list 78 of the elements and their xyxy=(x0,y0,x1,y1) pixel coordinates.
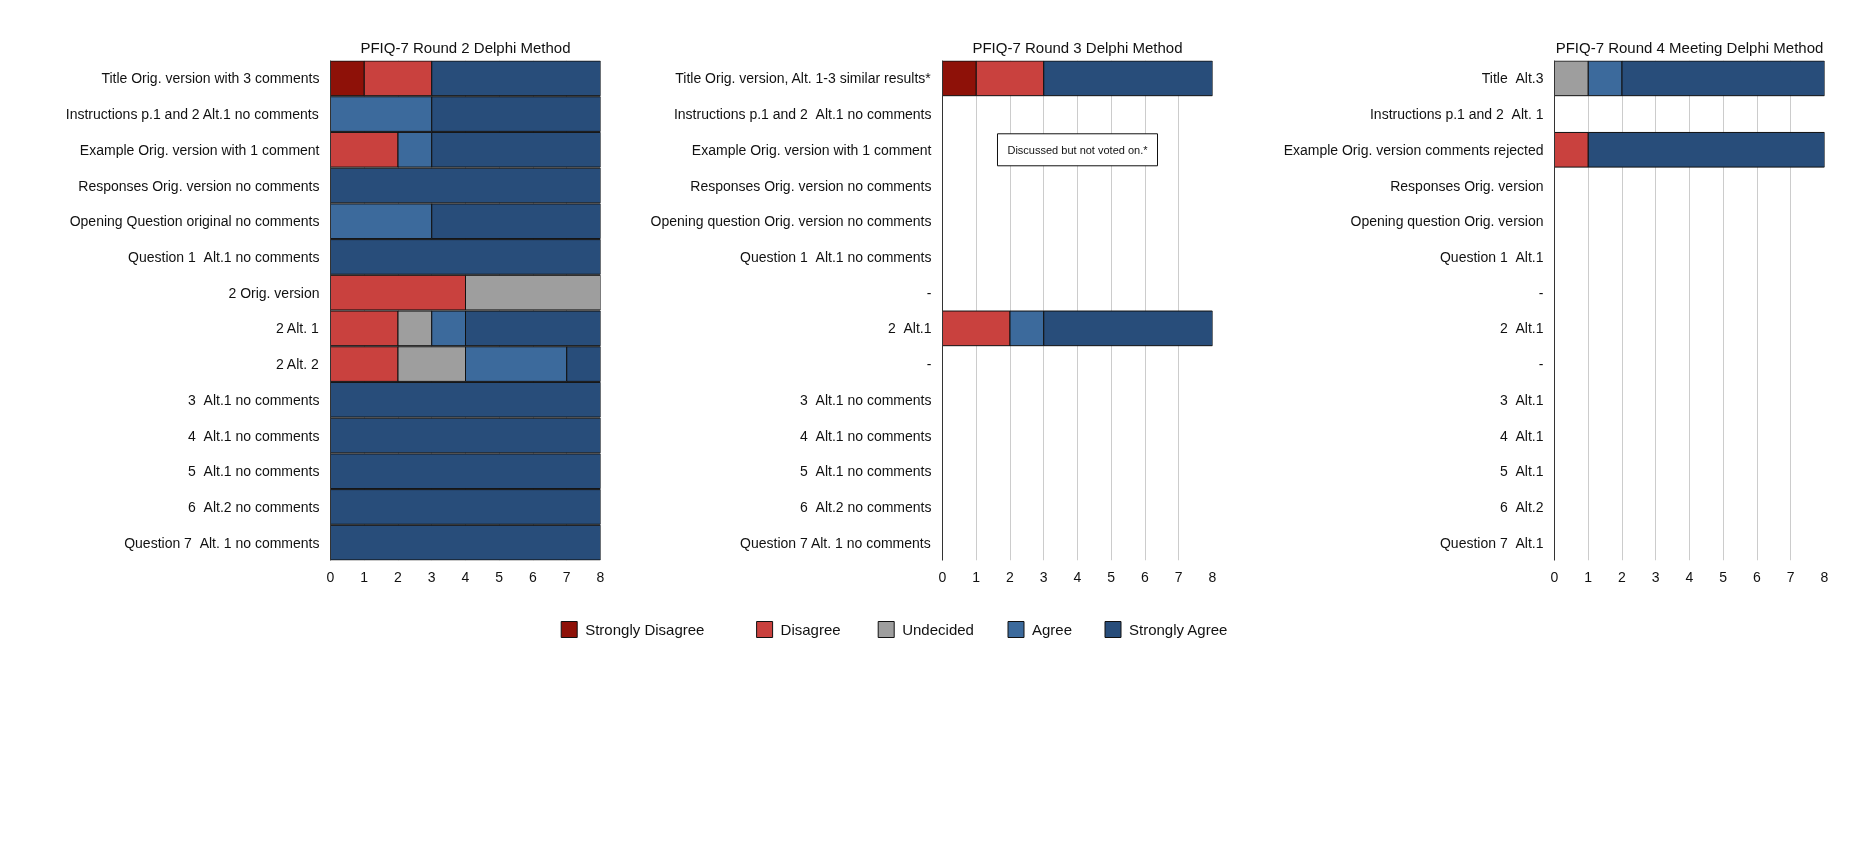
x-tick-label: 5 xyxy=(1107,568,1116,585)
y-tick-label: Opening question Orig. version xyxy=(1350,213,1544,230)
x-tick-label: 0 xyxy=(938,568,947,585)
legend-label: Strongly Agree xyxy=(1129,621,1228,638)
chart-title: PFIQ-7 Round 3 Delphi Method xyxy=(972,38,1183,56)
x-tick-label: 5 xyxy=(495,568,504,585)
x-tick-label: 2 xyxy=(1006,568,1015,585)
x-tick-label: 6 xyxy=(529,568,538,585)
legend-label: Disagree xyxy=(780,621,841,638)
y-tick-label: 2 Orig. version xyxy=(228,284,320,301)
x-tick-label: 6 xyxy=(1753,568,1762,585)
y-tick-label: 4 Alt.1 no comments xyxy=(800,427,932,444)
y-tick-label: 2 Alt.1 xyxy=(887,320,932,337)
y-tick-label: Responses Orig. version no comments xyxy=(690,177,932,194)
x-tick-label: 3 xyxy=(427,568,436,585)
x-tick-label: 6 xyxy=(1141,568,1150,585)
y-tick-label: Instructions p.1 and 2 Alt. 1 xyxy=(1369,106,1544,123)
x-tick-label: 0 xyxy=(1550,568,1559,585)
y-tick-label: 2 Alt.1 xyxy=(1499,320,1544,337)
legend-label: Agree xyxy=(1032,621,1073,638)
x-tick-label: 1 xyxy=(360,568,369,585)
x-tick-label: 7 xyxy=(1174,568,1183,585)
x-tick-label: 2 xyxy=(394,568,403,585)
y-tick-label: Responses Orig. version no comments xyxy=(78,177,320,194)
y-tick-label: 4 Alt.1 no comments xyxy=(188,427,320,444)
y-tick-label: Question 1 Alt.1 no comments xyxy=(128,248,320,265)
x-tick-label: 3 xyxy=(1039,568,1048,585)
x-tick-label: 3 xyxy=(1651,568,1660,585)
x-tick-label: 7 xyxy=(562,568,571,585)
y-tick-label: 4 Alt.1 xyxy=(1499,427,1544,444)
y-tick-label: 5 Alt.1 xyxy=(1499,463,1544,480)
y-tick-label: 2 Alt. 2 xyxy=(275,356,319,373)
y-tick-label: Example Orig. version with 1 comment xyxy=(79,141,320,158)
y-tick-label: - xyxy=(1538,284,1544,301)
y-tick-label: - xyxy=(926,356,932,373)
y-tick-label: Question 7 Alt. 1 no comments xyxy=(124,534,320,551)
y-tick-label: 3 Alt.1 xyxy=(1499,391,1544,408)
x-tick-label: 0 xyxy=(326,568,335,585)
annotation: Discussed but not voted on.* xyxy=(1007,143,1149,156)
y-tick-label: Example Orig. version with 1 comment xyxy=(691,141,932,158)
chart-title: PFIQ-7 Round 2 Delphi Method xyxy=(360,38,571,56)
y-tick-label: Question 1 Alt.1 no comments xyxy=(740,248,932,265)
x-tick-label: 7 xyxy=(1786,568,1795,585)
x-tick-label: 1 xyxy=(972,568,981,585)
y-tick-label: Question 7 Alt.1 xyxy=(1440,534,1544,551)
y-tick-label: 6 Alt.2 xyxy=(1499,498,1544,515)
x-tick-label: 5 xyxy=(1719,568,1728,585)
x-tick-label: 4 xyxy=(1685,568,1694,585)
y-tick-label: Title Orig. version with 3 comments xyxy=(101,70,320,87)
x-tick-label: 4 xyxy=(461,568,470,585)
y-tick-label: 5 Alt.1 no comments xyxy=(188,463,320,480)
y-tick-label: Question 1 Alt.1 xyxy=(1440,248,1544,265)
y-tick-label: 2 Alt. 1 xyxy=(275,320,319,337)
y-tick-label: 6 Alt.2 no comments xyxy=(188,498,320,515)
y-tick-label: Instructions p.1 and 2 Alt.1 no comments xyxy=(673,106,932,123)
y-tick-label: Responses Orig. version xyxy=(1390,177,1544,194)
y-tick-label: Example Orig. version comments rejected xyxy=(1283,141,1544,158)
y-tick-label: Question 7 Alt. 1 no comments xyxy=(740,534,931,551)
x-tick-label: 8 xyxy=(1820,568,1829,585)
y-tick-label: Opening Question original no comments xyxy=(69,213,320,230)
y-tick-label: Instructions p.1 and 2 Alt.1 no comments xyxy=(65,106,319,123)
y-tick-label: Title Alt.3 xyxy=(1481,70,1544,87)
y-tick-label: 3 Alt.1 no comments xyxy=(188,391,320,408)
legend-label: Undecided xyxy=(902,621,974,638)
y-tick-label: Opening question Orig. version no comments xyxy=(650,213,932,230)
y-tick-label: 3 Alt.1 no comments xyxy=(800,391,932,408)
y-tick-label: 5 Alt.1 no comments xyxy=(800,463,932,480)
x-tick-label: 8 xyxy=(596,568,605,585)
x-tick-label: 4 xyxy=(1073,568,1082,585)
x-tick-label: 1 xyxy=(1584,568,1593,585)
legend-label: Strongly Disagree xyxy=(585,621,705,638)
x-tick-label: 8 xyxy=(1208,568,1217,585)
y-tick-label: 6 Alt.2 no comments xyxy=(800,498,932,515)
y-tick-label: - xyxy=(1538,356,1544,373)
y-tick-label: Title Orig. version, Alt. 1-3 similar results* xyxy=(675,70,932,87)
chart-title: PFIQ-7 Round 4 Meeting Delphi Method xyxy=(1555,38,1824,56)
y-tick-label: - xyxy=(926,284,932,301)
x-tick-label: 2 xyxy=(1618,568,1627,585)
